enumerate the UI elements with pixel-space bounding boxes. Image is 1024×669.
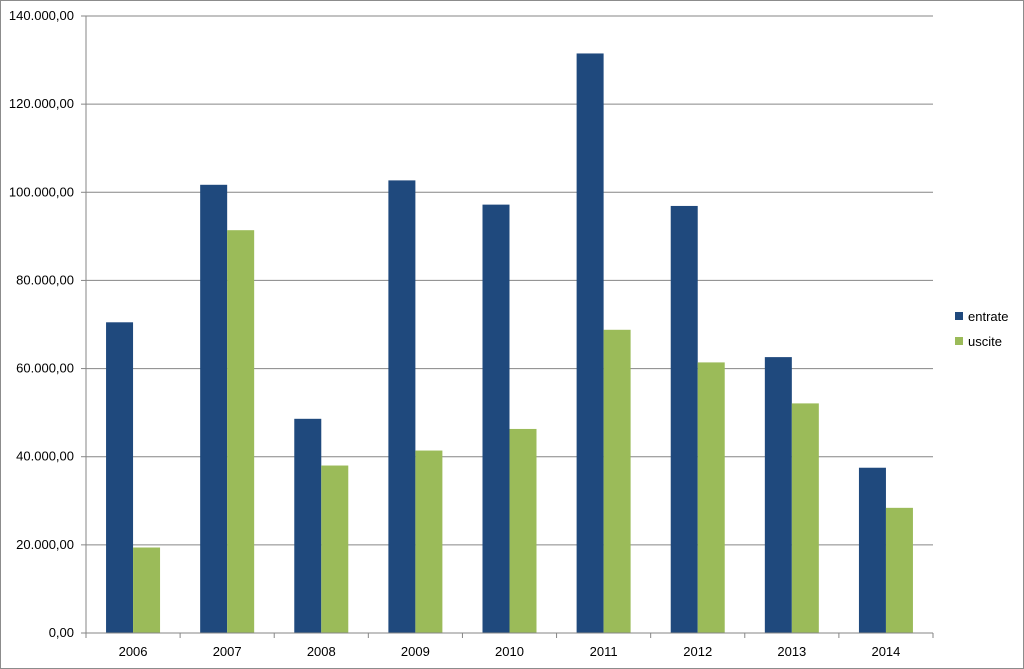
x-tick-label: 2007 <box>213 644 242 659</box>
bar-entrate-2011 <box>576 53 604 634</box>
bar-uscite-2009 <box>415 450 443 633</box>
bar-entrate-2006 <box>106 322 134 633</box>
legend-label-uscite: uscite <box>968 334 1002 349</box>
bar-uscite-2010 <box>509 428 537 633</box>
bar-uscite-2008 <box>321 465 349 633</box>
x-tick-label: 2009 <box>401 644 430 659</box>
x-tick-label: 2006 <box>119 644 148 659</box>
bar-entrate-2010 <box>482 204 510 633</box>
bar-uscite-2007 <box>227 230 255 634</box>
bars <box>106 53 913 634</box>
bar-uscite-2011 <box>603 329 631 633</box>
bar-entrate-2013 <box>764 357 792 633</box>
legend: entrate uscite <box>955 309 1008 349</box>
y-tick-label: 100.000,00 <box>9 184 74 199</box>
y-axis-tick-labels: 0,00 20.000,00 40.000,00 60.000,00 80.000,00… <box>9 8 74 640</box>
x-tick-label: 2014 <box>871 644 900 659</box>
y-tick-label: 140.000,00 <box>9 8 74 23</box>
y-tick-label: 20.000,00 <box>16 537 74 552</box>
bar-entrate-2009 <box>388 180 416 634</box>
x-tick-label: 2010 <box>495 644 524 659</box>
bar-uscite-2014 <box>885 507 913 633</box>
bar-uscite-2013 <box>791 403 819 633</box>
x-tick-label: 2008 <box>307 644 336 659</box>
y-tick-label: 40.000,00 <box>16 449 74 464</box>
y-tick-label: 0,00 <box>49 625 74 640</box>
x-axis-tick-labels: 2006 2007 2008 2009 2010 2011 2012 2013 2014 <box>119 644 901 659</box>
legend-swatch-uscite <box>955 337 963 345</box>
bar-entrate-2007 <box>200 184 228 633</box>
y-tick-label: 80.000,00 <box>16 272 74 287</box>
legend-swatch-entrate <box>955 312 963 320</box>
legend-label-entrate: entrate <box>968 309 1008 324</box>
axes <box>81 15 934 638</box>
x-tick-label: 2013 <box>777 644 806 659</box>
bar-entrate-2008 <box>294 418 322 633</box>
x-tick-label: 2011 <box>590 644 618 659</box>
bar-entrate-2014 <box>858 467 886 633</box>
bar-uscite-2006 <box>133 547 161 633</box>
x-tick-label: 2012 <box>683 644 712 659</box>
y-tick-label: 60.000,00 <box>16 361 74 376</box>
bar-entrate-2012 <box>670 205 698 633</box>
y-tick-label: 120.000,00 <box>9 96 74 111</box>
bar-uscite-2012 <box>697 362 725 633</box>
